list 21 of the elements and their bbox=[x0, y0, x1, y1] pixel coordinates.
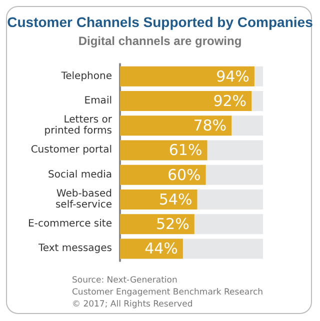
y-tick-label: Letters or printed forms bbox=[44, 114, 113, 137]
y-tick-label: Email bbox=[84, 95, 112, 106]
y-tick-label: Customer portal bbox=[30, 144, 112, 156]
data-label: 78% bbox=[193, 116, 227, 135]
data-label: 92% bbox=[213, 92, 247, 110]
data-label: 54% bbox=[158, 190, 192, 208]
data-label: 60% bbox=[167, 166, 201, 184]
data-label: 94% bbox=[216, 67, 250, 86]
text: © 2017; All Rights Reserved bbox=[72, 300, 193, 310]
y-tick-label: Web-based self-service bbox=[55, 188, 112, 210]
data-label: 44% bbox=[144, 240, 178, 258]
y-tick-label: Telephone bbox=[60, 70, 112, 82]
y-tick-label: E-commerce site bbox=[28, 218, 112, 230]
chart-subtitle: Digital channels are growing bbox=[78, 34, 242, 48]
data-label: 61% bbox=[168, 141, 202, 160]
y-tick-label: Social media bbox=[48, 169, 112, 180]
data-label: 52% bbox=[156, 215, 190, 234]
y-tick-label: Text messages bbox=[37, 243, 112, 254]
source-note: Source: Next-Generation bbox=[72, 276, 178, 286]
chart-title: Customer Channels Supported by Companies bbox=[7, 14, 314, 30]
text: Customer Engagement Benchmark Research bbox=[72, 288, 264, 298]
